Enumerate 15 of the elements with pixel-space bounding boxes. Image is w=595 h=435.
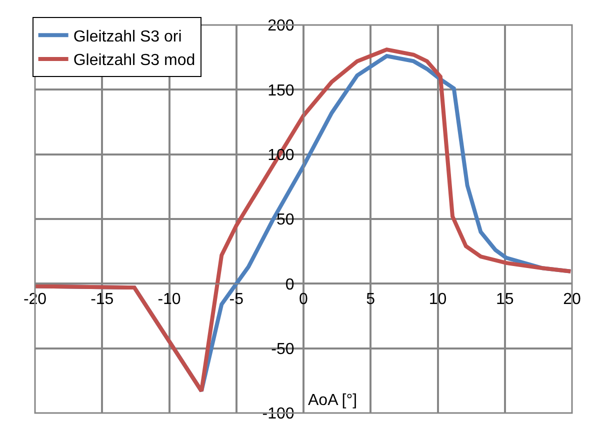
x-tick-label: 20 — [563, 290, 581, 308]
y-tick-label: 0 — [285, 276, 294, 294]
y-tick-label: -50 — [271, 340, 294, 358]
x-tick-label: 0 — [299, 290, 308, 308]
y-tick-label: 150 — [268, 82, 294, 100]
x-tick-label: -15 — [90, 290, 114, 308]
x-axis-title: AoA [°] — [308, 392, 358, 409]
legend-label: Gleitzahl S3 ori — [73, 28, 182, 46]
x-tick-label: -10 — [158, 290, 181, 308]
x-tick-label: 15 — [496, 290, 514, 308]
x-tick-label: 10 — [428, 290, 447, 308]
legend-label: Gleitzahl S3 mod — [73, 52, 196, 70]
x-tick-label: 5 — [366, 290, 376, 308]
x-tick-label: -5 — [229, 290, 244, 308]
y-tick-label: 50 — [276, 212, 294, 229]
